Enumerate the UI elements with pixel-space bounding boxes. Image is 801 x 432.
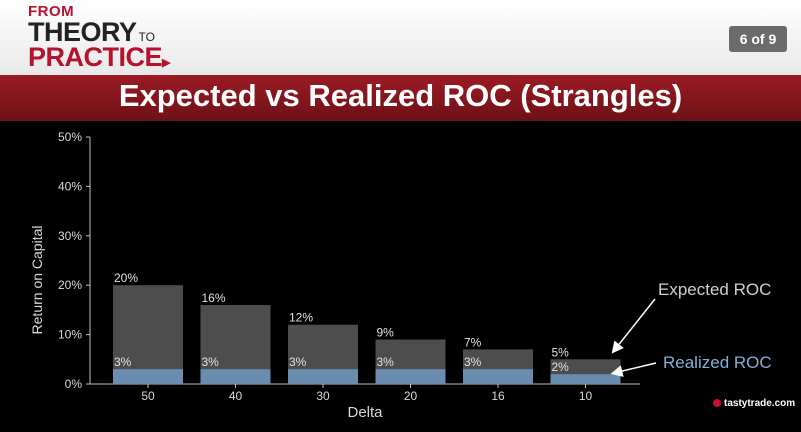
expected-value-label: 9% bbox=[377, 326, 395, 340]
realized-bar bbox=[113, 369, 183, 384]
expected-value-label: 20% bbox=[114, 271, 138, 285]
show-logo: FROM THEORY TO PRACTICE▶ bbox=[28, 3, 170, 72]
realized-value-label: 3% bbox=[202, 355, 220, 369]
y-tick-label: 40% bbox=[58, 179, 82, 193]
expected-value-label: 12% bbox=[289, 311, 313, 325]
x-axis-label: Delta bbox=[347, 404, 383, 421]
expected-roc-legend: Expected ROC bbox=[658, 280, 771, 299]
realized-roc-legend: Realized ROC bbox=[663, 353, 772, 372]
expected-bar bbox=[113, 285, 183, 384]
y-tick-label: 20% bbox=[58, 278, 82, 292]
realized-arrow bbox=[610, 362, 657, 377]
expected-value-label: 7% bbox=[464, 335, 482, 349]
slide-title: Expected vs Realized ROC (Strangles) bbox=[118, 78, 683, 113]
expected-arrow bbox=[611, 298, 656, 354]
expected-value-label: 5% bbox=[552, 345, 570, 359]
x-tick-label: 30 bbox=[316, 389, 330, 403]
x-tick-label: 50 bbox=[141, 389, 155, 403]
realized-value-label: 3% bbox=[289, 355, 307, 369]
brand-logo: tastytrade.com bbox=[713, 398, 795, 409]
page-indicator: 6 of 9 bbox=[729, 26, 787, 52]
x-tick-label: 40 bbox=[229, 389, 243, 403]
title-band bbox=[0, 75, 801, 121]
y-tick-label: 50% bbox=[58, 130, 82, 144]
realized-value-label: 2% bbox=[552, 360, 570, 374]
y-tick-label: 10% bbox=[58, 328, 82, 342]
realized-bar bbox=[200, 369, 271, 384]
play-arrow-icon: ▶ bbox=[162, 57, 170, 69]
realized-bar bbox=[463, 369, 533, 384]
y-tick-label: 0% bbox=[65, 377, 83, 391]
realized-value-label: 3% bbox=[377, 355, 395, 369]
realized-bar bbox=[550, 374, 621, 384]
realized-value-label: 3% bbox=[464, 355, 482, 369]
realized-bar bbox=[288, 369, 358, 384]
x-tick-label: 20 bbox=[404, 389, 418, 403]
chart-area: 0% 10% 20% 30% 40% 50% 20% 3% 16% 3% 12% 3% 9% 3% 7% 3… bbox=[0, 121, 801, 427]
x-tick-label: 16 bbox=[491, 389, 505, 403]
header-bar: FROM THEORY TO PRACTICE▶ 6 of 9 bbox=[0, 0, 801, 75]
realized-bar bbox=[375, 369, 446, 384]
cherry-icon bbox=[713, 399, 721, 408]
expected-value-label: 16% bbox=[202, 291, 226, 305]
roc-bar-chart: 0% 10% 20% 30% 40% 50% 20% 3% 16% 3% 12% 3% 9% 3% 7% 3… bbox=[29, 130, 772, 421]
realized-value-label: 3% bbox=[114, 355, 132, 369]
x-tick-label: 10 bbox=[579, 389, 593, 403]
y-axis-label: Return on Capital bbox=[29, 226, 45, 335]
y-tick-label: 30% bbox=[58, 229, 82, 243]
